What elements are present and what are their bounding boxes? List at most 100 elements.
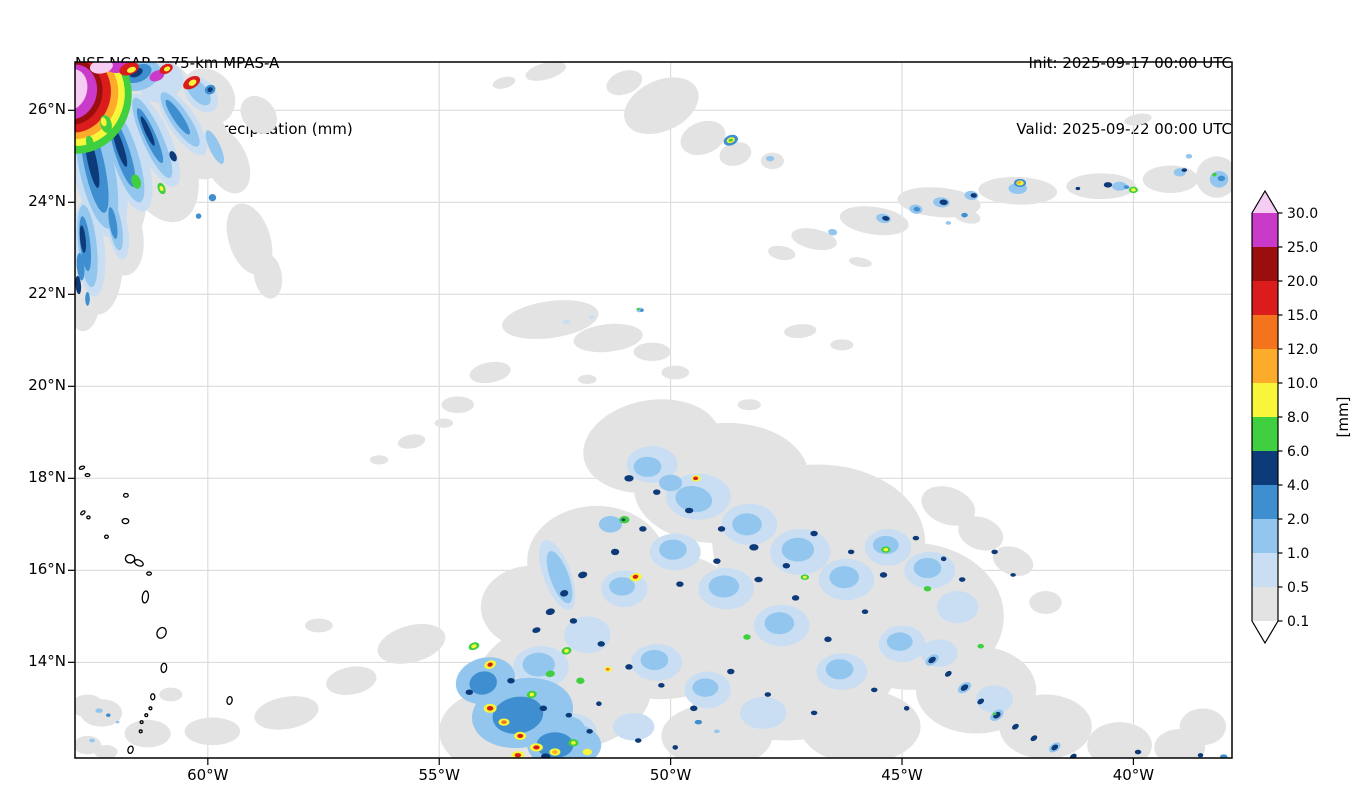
- coastline-island: [139, 720, 144, 725]
- precip-blob: [633, 456, 662, 477]
- precip-blob: [992, 712, 997, 716]
- colorbar-tick-label: 20.0: [1287, 274, 1318, 290]
- coastline-island: [103, 534, 109, 539]
- precip-blob: [903, 706, 910, 711]
- coastline-island: [141, 590, 150, 604]
- precip-blob: [576, 677, 585, 684]
- colorbar-unit-label: [mm]: [1334, 397, 1352, 438]
- precip-blob: [977, 698, 985, 705]
- precip-blob: [913, 206, 921, 212]
- precip-blob: [326, 666, 377, 696]
- colorbar-tick-label: 30.0: [1287, 206, 1318, 222]
- precip-blob: [765, 155, 775, 162]
- precip-blob: [936, 591, 979, 624]
- precip-blob: [605, 667, 610, 671]
- precip-blob: [732, 513, 762, 536]
- colorbar-tick-label: 1.0: [1287, 546, 1309, 562]
- precip-blob: [828, 228, 838, 236]
- precip-blob: [760, 152, 785, 170]
- precip-blob: [441, 396, 474, 413]
- precip-blob: [714, 729, 720, 734]
- precip-blob: [717, 526, 726, 532]
- precip-blob: [728, 138, 734, 142]
- colorbar-tick-label: 6.0: [1287, 444, 1309, 460]
- precip-blob: [517, 733, 524, 738]
- precip-blob: [1212, 172, 1217, 177]
- precip-blob: [1142, 165, 1199, 194]
- colorbar-tick-label: 4.0: [1287, 478, 1309, 494]
- precip-blob: [75, 69, 88, 111]
- precip-blob: [492, 76, 516, 89]
- precip-blob: [693, 476, 699, 481]
- precip-blob: [810, 530, 818, 537]
- precip-blob: [624, 475, 634, 482]
- precip-blob: [529, 692, 535, 697]
- precip-blob: [89, 62, 113, 74]
- precip-blob: [923, 585, 932, 592]
- precip-blob: [871, 687, 878, 693]
- colorbar-segment: [1252, 587, 1278, 621]
- precip-blob: [525, 62, 566, 81]
- precip-blob: [124, 719, 171, 748]
- precip-blob: [159, 687, 183, 702]
- coastline-island: [144, 713, 149, 718]
- precip-blob: [754, 576, 763, 583]
- precip-blob: [791, 228, 837, 251]
- y-tick-label: 20°N: [28, 376, 66, 395]
- precip-blob: [675, 485, 713, 513]
- init-time: Init: 2025-09-17 00:00 UTC: [1028, 54, 1232, 72]
- precip-blob: [195, 213, 202, 219]
- precip-blob: [1010, 573, 1016, 577]
- precip-blob: [824, 636, 832, 643]
- precip-blob: [578, 374, 597, 385]
- precip-blob: [1217, 175, 1226, 182]
- precip-blob: [886, 632, 913, 651]
- precip-blob: [690, 705, 698, 712]
- precip-blob: [976, 685, 1014, 713]
- precip-blob: [636, 307, 640, 311]
- precip-blob: [764, 692, 772, 697]
- precip-blob: [749, 544, 759, 551]
- precip-blob: [610, 548, 620, 556]
- precip-blob: [781, 537, 815, 562]
- precip-blob: [653, 489, 661, 495]
- precip-blob: [829, 566, 859, 589]
- precip-blob: [659, 474, 683, 492]
- precip-blob: [397, 434, 426, 449]
- colorbar: 0.1 0.5 1.0 2.0 4.0 6.0 8.0 10.0 12.0 15.0 20.0 25.…: [1251, 189, 1352, 645]
- coastline-island: [78, 465, 86, 471]
- precip-blob: [1087, 722, 1152, 758]
- precip-blob: [533, 745, 540, 750]
- precip-blob: [539, 705, 548, 712]
- precip-blob: [800, 689, 921, 758]
- precip-blob: [545, 670, 555, 678]
- precip-blob: [502, 300, 599, 340]
- colorbar-over-arrow: [1252, 191, 1278, 213]
- x-tick-label: 45°W: [881, 766, 923, 784]
- precip-blob: [522, 652, 555, 677]
- precip-blob: [131, 174, 142, 189]
- precip-blob: [573, 323, 643, 353]
- coastline-island: [156, 626, 167, 639]
- x-tick-label: 50°W: [649, 766, 692, 784]
- precip-blob: [85, 292, 90, 306]
- colorbar-tick-label: 0.5: [1287, 580, 1309, 596]
- precip-blob: [727, 668, 735, 675]
- precip-blob: [541, 753, 551, 758]
- precip-blob: [545, 608, 555, 616]
- precip-blob: [184, 717, 241, 746]
- precip-blob: [471, 644, 477, 649]
- precip-blob: [75, 694, 104, 718]
- precip-blob: [802, 575, 807, 579]
- precip-blob: [945, 221, 952, 225]
- precip-blob: [1181, 168, 1188, 172]
- precip-blob: [1012, 723, 1019, 730]
- precip-blob: [1017, 181, 1021, 184]
- precip-blob: [633, 342, 671, 362]
- precip-blob: [624, 77, 699, 135]
- coastline-island: [86, 515, 91, 520]
- coastline-island: [138, 729, 143, 734]
- colorbar-segment: [1252, 315, 1278, 349]
- precip-blob: [532, 627, 541, 633]
